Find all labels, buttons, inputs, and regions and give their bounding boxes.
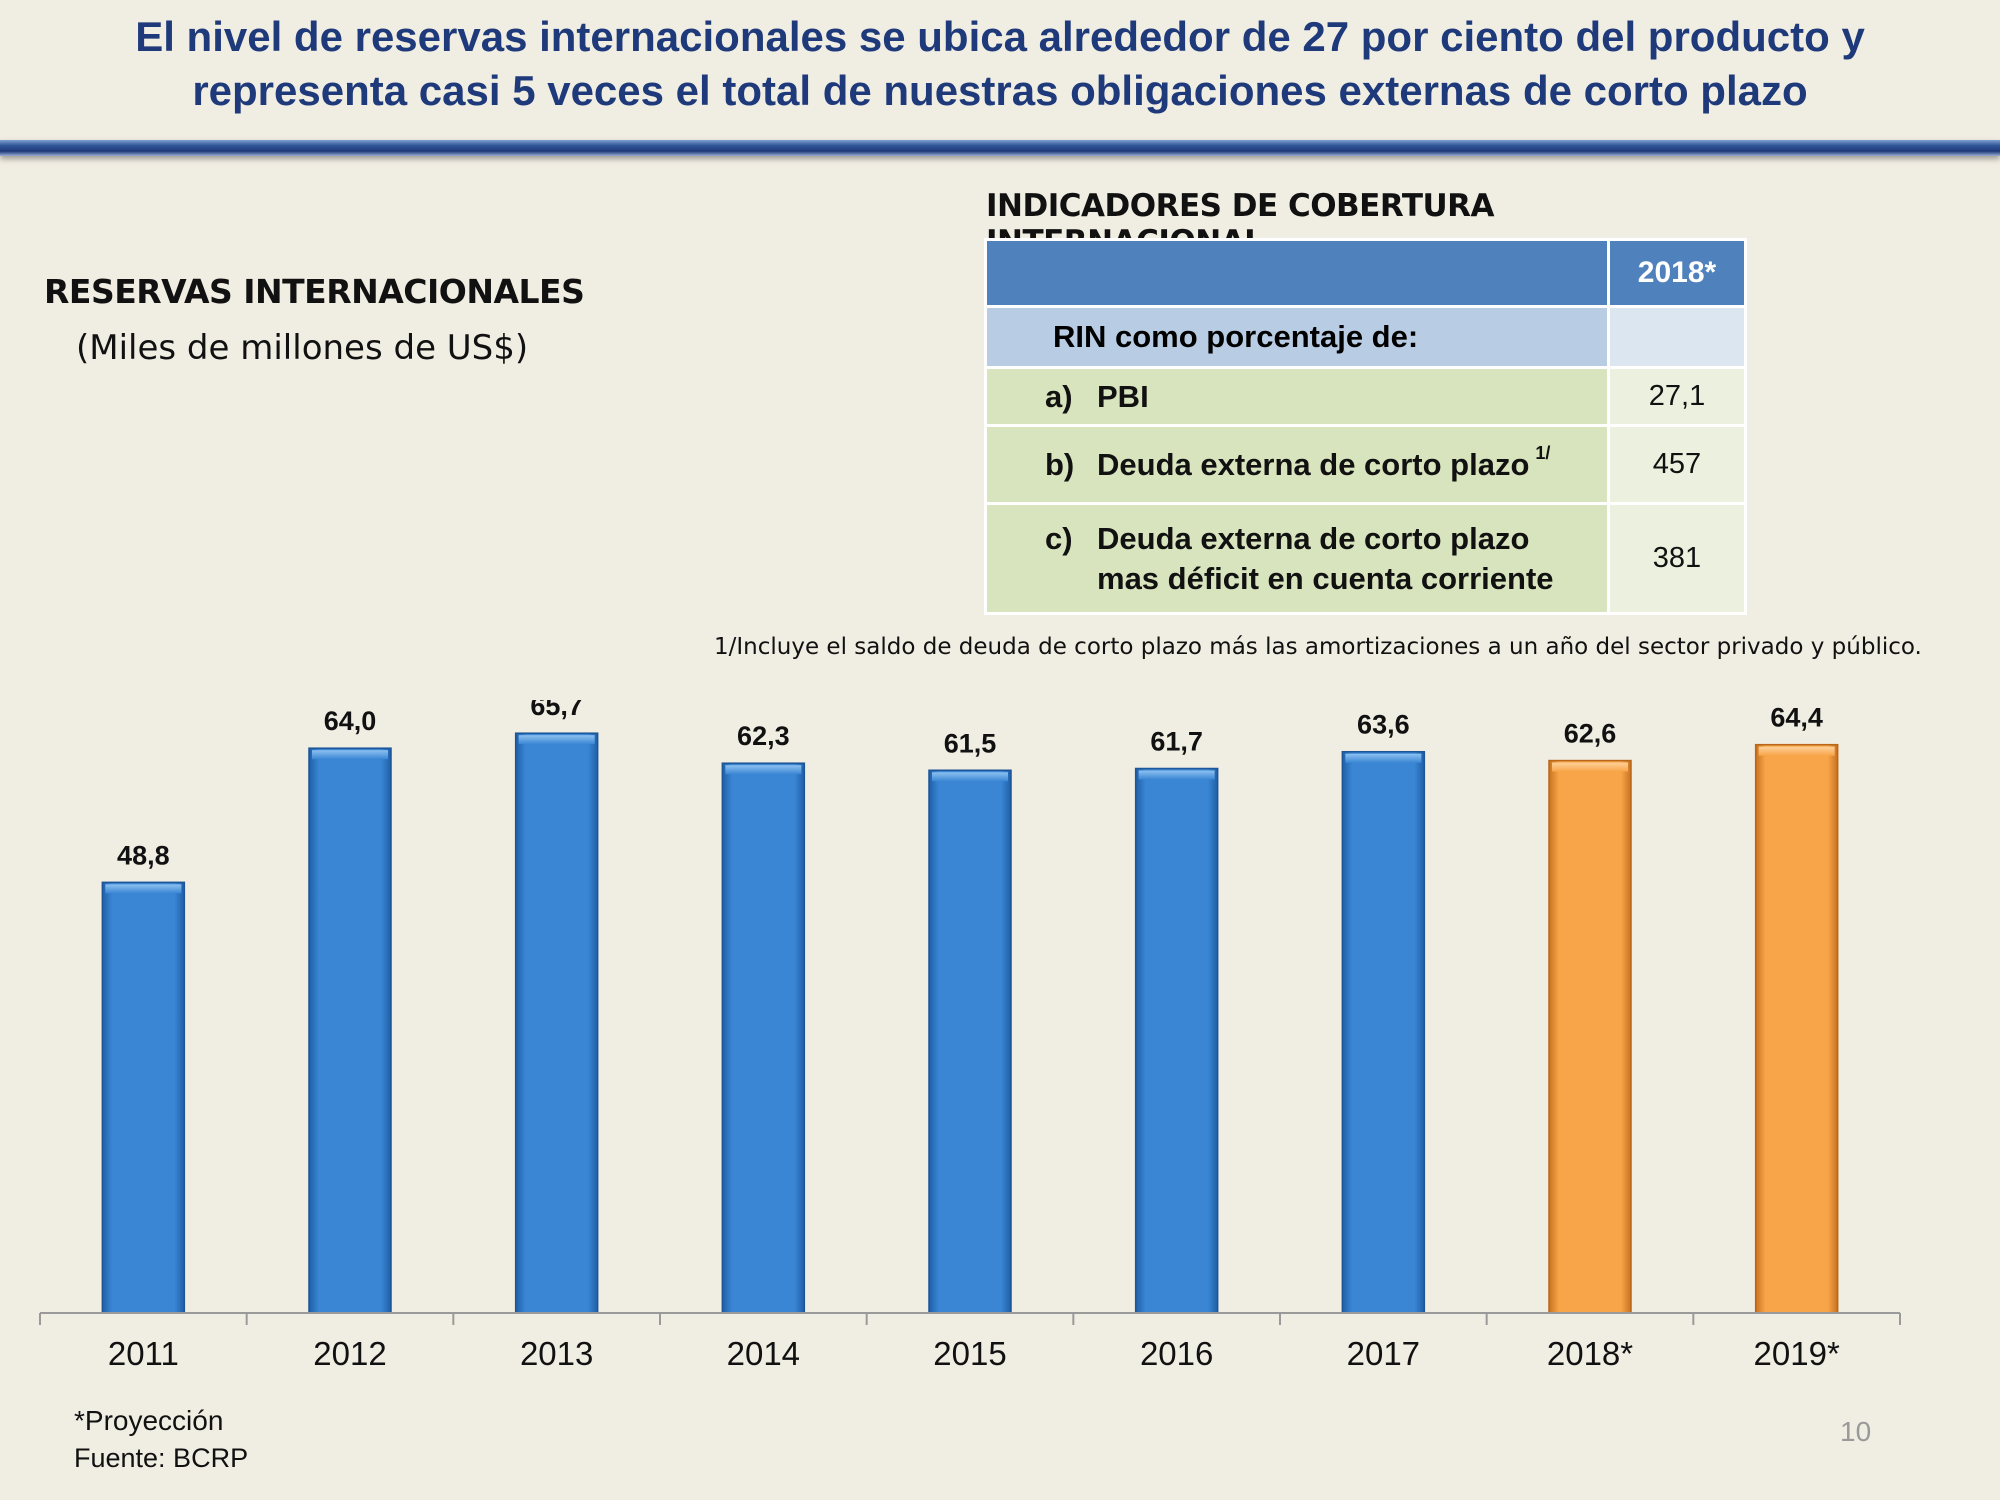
bar-chart: 48,8 64,0 65,7 62,3 61,5 61,7 63,6 62,6 64,4 201… (39, 700, 1901, 1372)
data-label: 61,7 (1150, 726, 1203, 756)
table-subheader-text: RIN como porcentaje de: (1053, 319, 1419, 354)
data-label: 63,6 (1357, 710, 1410, 740)
table-subheader-row: RIN como porcentaje de: (984, 305, 1747, 369)
table-subheader-label: RIN como porcentaje de: (984, 305, 1610, 369)
bar-2013 (514, 732, 599, 1314)
data-label: 64,4 (1770, 703, 1823, 733)
x-tick-label: 2019* (1754, 1335, 1840, 1372)
x-tick-label: 2011 (108, 1335, 179, 1372)
table-row-letter: c) (1045, 520, 1073, 556)
table-row-letter: a) (1045, 378, 1073, 414)
bar-cap (1758, 746, 1835, 756)
bar-2011 (101, 881, 186, 1314)
bar-2012 (308, 747, 392, 1314)
bar-2016 (1134, 767, 1219, 1314)
x-tick-label: 2017 (1347, 1335, 1420, 1372)
bar-cap (725, 765, 802, 775)
table-header-year: 2018* (1607, 238, 1747, 308)
table-row-letter: b) (1045, 446, 1075, 482)
x-tick-label: 2018* (1547, 1335, 1633, 1372)
data-label: 61,5 (944, 728, 997, 758)
data-label: 62,6 (1564, 719, 1617, 749)
table-row: a) PBI 27,1 (984, 366, 1747, 427)
bar-cap (1345, 753, 1422, 763)
x-tick-label: 2015 (933, 1335, 1006, 1372)
table-row-value: 27,1 (1607, 366, 1747, 427)
source-note: Fuente: BCRP (74, 1443, 249, 1473)
slide-title-line2: representa casi 5 veces el total de nues… (192, 67, 1808, 114)
table-row-text-line2: mas déficit en cuenta corriente (1097, 560, 1554, 596)
bar-cap (312, 750, 388, 760)
table-row-text: Deuda externa de corto plazo (1097, 446, 1530, 482)
bar-2015 (928, 769, 1012, 1314)
data-label: 64,0 (324, 706, 377, 736)
table-row: c) Deuda externa de corto plazo mas défi… (984, 502, 1747, 615)
x-tick-label: 2014 (727, 1335, 800, 1372)
table-subheader-blank (1607, 305, 1747, 369)
table-row-label: b) Deuda externa de corto plazo 1/ (984, 424, 1610, 505)
bar-cap (105, 884, 182, 894)
chart-unit: (Miles de millones de US$) (76, 328, 529, 368)
bar-2019-proj (1754, 743, 1839, 1314)
bar-cap (518, 735, 595, 745)
table-row-label: a) PBI (984, 366, 1610, 427)
page-number: 10 (1840, 1416, 1872, 1447)
footnote-marker: 1/ (1535, 442, 1551, 463)
slide-title: El nivel de reservas internacionales se … (0, 10, 2000, 118)
data-label: 48,8 (117, 840, 170, 870)
x-tick-label: 2013 (520, 1335, 593, 1372)
table-header-row: 2018* (984, 238, 1747, 308)
data-label: 62,3 (737, 721, 790, 751)
bar-cap (1138, 770, 1215, 780)
table-row-text: Deuda externa de corto plazo (1097, 520, 1530, 556)
table-row: b) Deuda externa de corto plazo 1/ 457 (984, 424, 1747, 505)
bar-2018-proj (1548, 759, 1632, 1314)
title-divider (0, 140, 2000, 156)
bar-2014 (721, 762, 806, 1314)
bar-cap (1552, 762, 1628, 772)
bar-2017 (1341, 750, 1426, 1314)
x-tick-label: 2016 (1140, 1335, 1213, 1372)
bar-cap (932, 772, 1008, 782)
indicators-table: 2018* RIN como porcentaje de: a) PBI 27,… (984, 238, 1747, 615)
chart-heading: RESERVAS INTERNACIONALES (44, 272, 585, 311)
table-header-blank (984, 238, 1610, 308)
projection-note: *Proyección (74, 1405, 224, 1436)
table-row-text: PBI (1097, 378, 1149, 414)
data-label: 65,7 (530, 700, 583, 721)
table-row-value: 457 (1607, 424, 1747, 505)
slide-title-line1: El nivel de reservas internacionales se … (135, 13, 1865, 60)
table-row-value: 381 (1607, 502, 1747, 615)
x-tick-label: 2012 (313, 1335, 386, 1372)
table-footnote: 1/Incluye el saldo de deuda de corto pla… (714, 634, 1922, 660)
table-row-label: c) Deuda externa de corto plazo mas défi… (984, 502, 1610, 615)
